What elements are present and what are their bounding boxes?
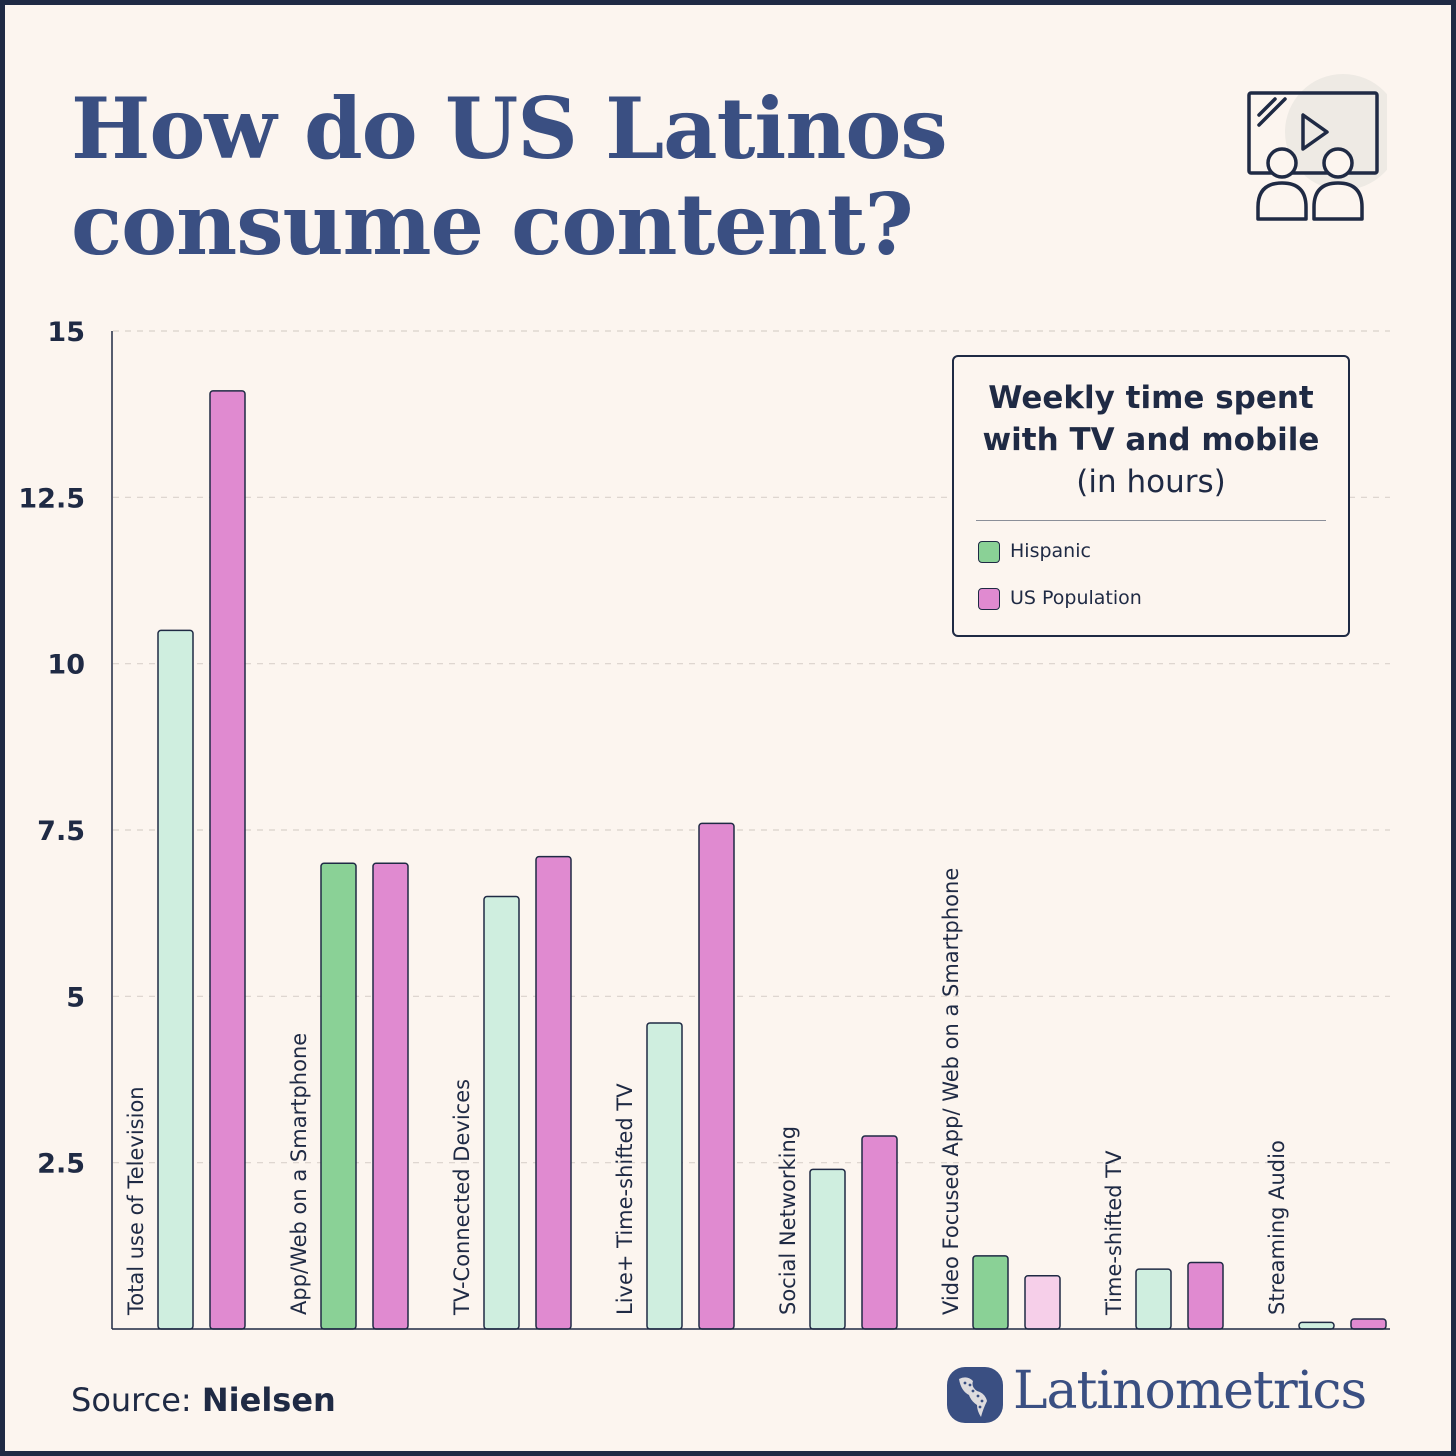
y-tick-label: 2.5	[37, 1149, 85, 1180]
category-label: TV-Connected Devices	[450, 1079, 474, 1316]
category-label: App/Web on a Smartphone	[287, 1033, 311, 1315]
bar-us-population	[861, 1135, 898, 1330]
legend-label-hispanic: Hispanic	[1010, 540, 1091, 562]
title-line-2: consume content?	[71, 175, 914, 274]
brand: Latinometrics	[947, 1359, 1407, 1439]
legend-divider	[976, 520, 1326, 521]
category-label: Live+ Time-shifted TV	[613, 1083, 637, 1315]
bar-hispanic	[320, 862, 357, 1330]
legend-subtitle: (in hours)	[1076, 464, 1226, 500]
legend-swatch-hispanic	[978, 541, 1000, 563]
bar-us-population	[372, 862, 409, 1330]
bar-hispanic	[1135, 1268, 1172, 1330]
y-tick-label: 5	[66, 982, 85, 1013]
bar-hispanic	[1298, 1321, 1335, 1330]
bar-us-population	[1350, 1318, 1387, 1330]
category-label: Streaming Audio	[1265, 1140, 1289, 1315]
bar-hispanic	[972, 1255, 1009, 1330]
category-label: Total use of Television	[124, 1086, 148, 1316]
legend-title-line-1: Weekly time spent	[988, 380, 1314, 416]
bar-hispanic	[809, 1168, 846, 1330]
category-label: Social Networking	[776, 1126, 800, 1315]
source-prefix: Source:	[71, 1381, 202, 1419]
legend-title-line-2: with TV and mobile	[982, 422, 1320, 458]
bar-us-population	[1187, 1261, 1224, 1330]
bar-hispanic	[483, 895, 520, 1330]
legend-swatch-us-population	[978, 588, 1000, 610]
y-tick-label: 7.5	[37, 816, 85, 847]
bar-us-population	[1024, 1275, 1061, 1330]
bar-us-population	[535, 855, 572, 1330]
legend-title: Weekly time spent with TV and mobile	[954, 377, 1348, 461]
brand-name: Latinometrics	[1013, 1361, 1367, 1421]
bar-us-population	[698, 822, 735, 1330]
chart-legend: Weekly time spent with TV and mobile (in…	[952, 355, 1350, 637]
title-line-1: How do US Latinos	[71, 79, 948, 178]
legend-label-us-population: US Population	[1010, 587, 1142, 609]
bar-hispanic	[646, 1022, 683, 1330]
americas-map-logo-icon	[947, 1367, 1003, 1423]
grid-lines	[113, 330, 1390, 1164]
category-labels: Total use of Television App/Web on a Smar…	[124, 868, 1289, 1316]
axes	[111, 331, 1390, 1330]
category-label: Video Focused App/ Web on a Smartphone	[939, 868, 963, 1315]
y-tick-label: 10	[47, 650, 85, 681]
bars	[157, 390, 1387, 1330]
bar-chart: Total use of Television App/Web on a Smar…	[18, 317, 1390, 1330]
bar-hispanic	[157, 629, 194, 1330]
y-tick-label: 15	[47, 317, 85, 348]
page-title: How do US Latinos consume content?	[71, 81, 1071, 273]
video-audience-icon	[1247, 74, 1387, 221]
infographic-frame: How do US Latinos consume content? Total…	[5, 5, 1451, 1451]
category-label: Time-shifted TV	[1102, 1150, 1126, 1316]
source-note: Source: Nielsen	[71, 1381, 336, 1419]
y-tick-label: 12.5	[18, 483, 85, 514]
y-axis-ticks: 15 12.5 10 7.5 5 2.5	[18, 317, 85, 1180]
source-name: Nielsen	[201, 1381, 336, 1419]
bar-us-population	[209, 390, 246, 1330]
